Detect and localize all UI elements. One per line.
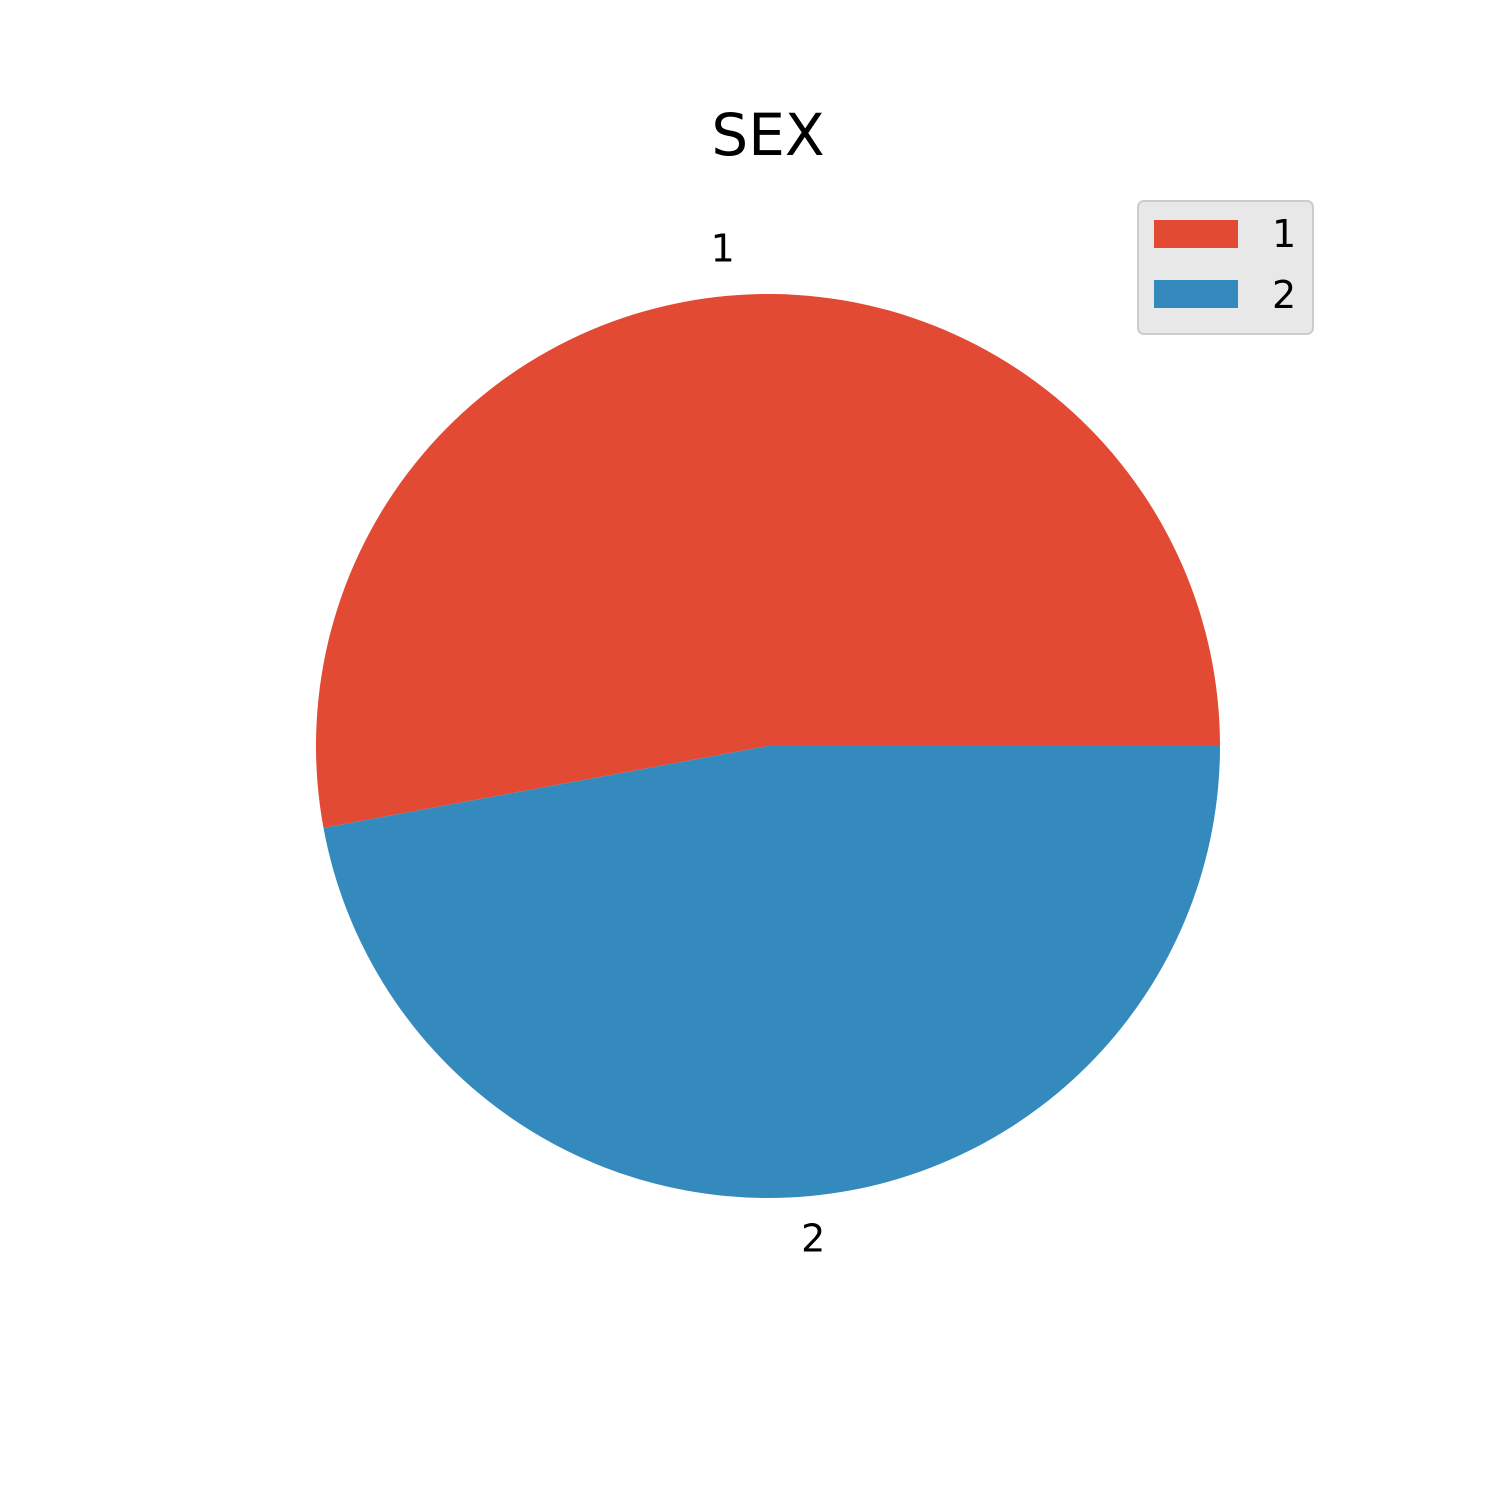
pie-slice-1 — [315, 293, 1220, 828]
pie-slice-labels: 12 — [711, 226, 826, 1260]
pie-slice-label-1: 1 — [711, 226, 735, 270]
legend: 1 2 — [1137, 200, 1314, 335]
legend-swatch-1 — [1154, 220, 1238, 248]
pie-slices — [315, 293, 1220, 1198]
legend-label-1: 1 — [1272, 212, 1296, 256]
legend-label-2: 2 — [1272, 273, 1296, 317]
pie-slice-label-2: 2 — [801, 1217, 825, 1261]
legend-swatch-2 — [1154, 280, 1238, 308]
pie-slice-2 — [323, 746, 1220, 1198]
chart-title: SEX — [711, 101, 824, 169]
